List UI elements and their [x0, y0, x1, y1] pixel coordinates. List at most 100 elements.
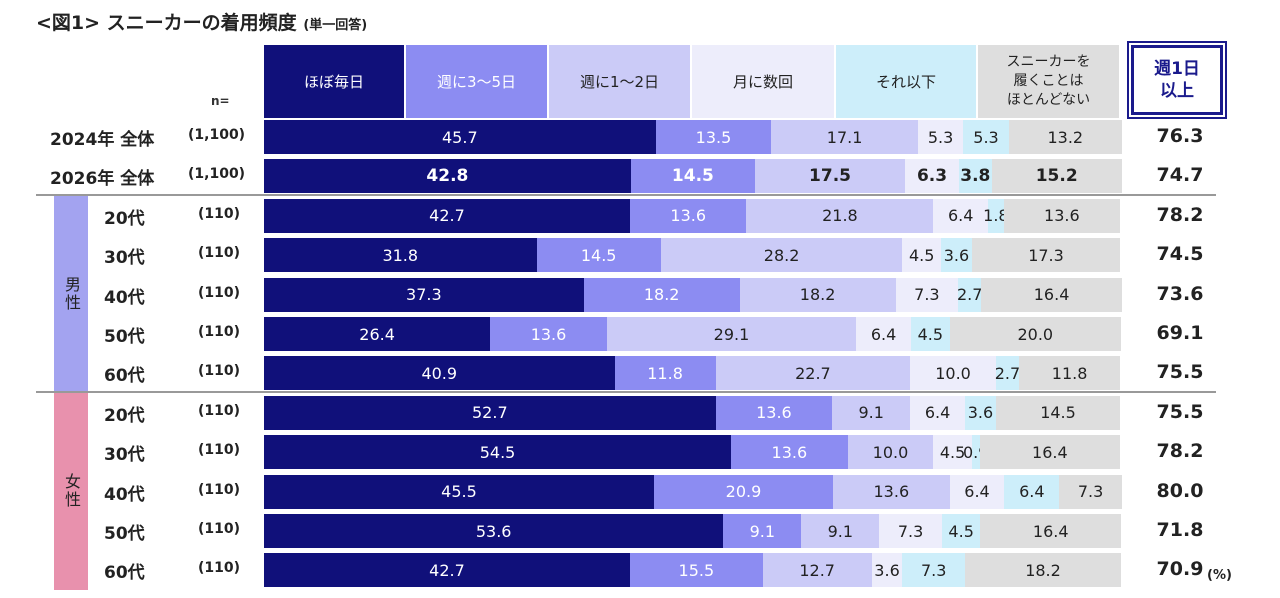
row-sample-size: (110)	[198, 560, 241, 577]
bar-segment: 14.5	[630, 159, 756, 194]
row-total-weekly: 74.5	[1156, 243, 1204, 266]
bar-segment: 40.9	[264, 356, 615, 391]
legend-item-6: スニーカーを 履くことは ほとんどない	[978, 45, 1119, 118]
bar-segment: 6.4	[1004, 474, 1060, 509]
bar-segment: 6.4	[949, 474, 1005, 509]
legend-item-4: 月に数回	[692, 45, 834, 118]
legend-item-1: ほぼ毎日	[264, 45, 404, 118]
bar-segment: 13.2	[1008, 120, 1122, 154]
row-sample-size: (110)	[198, 521, 241, 537]
bar-segment: 14.5	[995, 395, 1121, 430]
total-header: 週1日 以上	[1127, 41, 1227, 119]
bar-segment: 2.7	[995, 356, 1020, 391]
bar-segment: 13.6	[1003, 198, 1121, 233]
bar-segment: 5.3	[917, 120, 964, 154]
row-total-weekly: 75.5	[1156, 361, 1204, 384]
row-label: 20代	[104, 208, 145, 229]
group-label-female: 女性	[54, 392, 88, 590]
row-label: 40代	[104, 287, 145, 308]
chart-title: <図1> スニーカーの着用頻度 (単一回答)	[36, 8, 367, 35]
unit-label: (%)	[1207, 568, 1232, 583]
row-total-weekly: 70.9	[1156, 558, 1204, 581]
bar-segment: 54.5	[264, 435, 732, 470]
bar-segment: 9.1	[801, 514, 880, 548]
row-total-weekly: 76.3	[1156, 125, 1204, 147]
row-sample-size: (110)	[198, 205, 241, 222]
bar-segment: 17.5	[755, 159, 906, 194]
bar-segment: 3.6	[941, 238, 972, 273]
bar-segment: 37.3	[264, 277, 584, 312]
bar-segment: 15.5	[629, 553, 763, 588]
row-sample-size: (110)	[198, 402, 241, 419]
bar-segment: 7.3	[902, 553, 965, 588]
bar-segment: 3.6	[965, 395, 996, 430]
bar-segment: 0.9	[963, 435, 988, 470]
bar-segment: 21.8	[746, 198, 934, 233]
bar-segment: 9.1	[832, 395, 911, 430]
row-total-weekly: 80.0	[1156, 479, 1204, 502]
bar-segment: 4.5	[941, 514, 981, 548]
bar-segment: 17.3	[971, 238, 1121, 273]
bar-segment: 1.8	[983, 198, 1009, 233]
bar-segment: 16.4	[981, 277, 1122, 312]
bar-segment: 45.7	[264, 120, 656, 154]
row-sample-size: (1,100)	[188, 166, 246, 183]
bar-segment: 7.3	[1059, 474, 1122, 509]
bar-segment: 15.2	[991, 159, 1122, 194]
bar-segment: 52.7	[264, 395, 716, 430]
bar-segment: 18.2	[739, 277, 896, 312]
row-label: 30代	[104, 248, 145, 269]
chart-title-text: <図1> スニーカーの着用頻度	[36, 12, 297, 34]
row-total-weekly: 69.1	[1156, 322, 1204, 344]
bar-segment: 10.0	[910, 356, 996, 391]
bar-segment: 5.3	[963, 120, 1009, 154]
bar-segment: 13.6	[833, 474, 950, 509]
bar-segment: 18.2	[583, 277, 740, 312]
legend-item-3: 週に1〜2日	[549, 45, 690, 118]
bar-segment: 45.5	[264, 474, 654, 509]
bar-segment: 13.6	[731, 435, 848, 470]
row-total-weekly: 75.5	[1156, 400, 1204, 423]
bar-segment: 3.6	[871, 553, 903, 588]
bar-segment: 11.8	[614, 356, 716, 391]
bar-segment: 13.6	[490, 317, 607, 351]
row-sample-size: (1,100)	[188, 127, 246, 143]
row-total-weekly: 78.2	[1156, 440, 1204, 463]
bar-segment: 31.8	[264, 238, 537, 273]
row-sample-size: (110)	[198, 324, 241, 340]
bar-segment: 53.6	[264, 514, 724, 548]
bar-segment: 16.4	[979, 435, 1121, 470]
bar-segment: 6.4	[856, 317, 912, 351]
bar-segment: 22.7	[715, 356, 911, 391]
bar-segment: 42.7	[264, 198, 630, 233]
group-label-male: 男性	[54, 195, 88, 393]
row-sample-size: (110)	[198, 284, 241, 301]
row-label: 40代	[104, 484, 145, 505]
row-label: 50代	[104, 524, 145, 544]
row-sample-size: (110)	[198, 481, 241, 498]
row-label: 2026年 全体	[50, 169, 155, 190]
bar-segment: 12.7	[762, 553, 872, 588]
bar-segment: 42.7	[264, 553, 630, 588]
group-separator	[36, 390, 1216, 393]
legend-item-2: 週に3〜5日	[406, 45, 547, 118]
row-label: 60代	[104, 563, 145, 584]
bar-segment: 4.5	[911, 317, 950, 351]
bar-segment: 42.8	[264, 159, 631, 194]
bar-segment: 7.3	[895, 277, 959, 312]
row-total-weekly: 71.8	[1156, 519, 1204, 541]
bar-segment: 28.2	[660, 238, 903, 273]
bar-segment: 9.1	[723, 514, 802, 548]
row-label: 30代	[104, 445, 145, 466]
bar-segment: 16.4	[980, 514, 1121, 548]
bar-segment: 18.2	[965, 553, 1121, 588]
bar-segment: 14.5	[536, 238, 661, 273]
bar-segment: 20.0	[949, 317, 1121, 351]
bar-segment: 10.0	[847, 435, 934, 470]
legend-item-5: それ以下	[836, 45, 976, 118]
bar-segment: 4.5	[933, 435, 972, 470]
group-separator	[36, 193, 1216, 196]
bar-segment: 4.5	[902, 238, 942, 273]
row-sample-size: (110)	[198, 245, 241, 262]
bar-segment: 26.4	[264, 317, 491, 351]
